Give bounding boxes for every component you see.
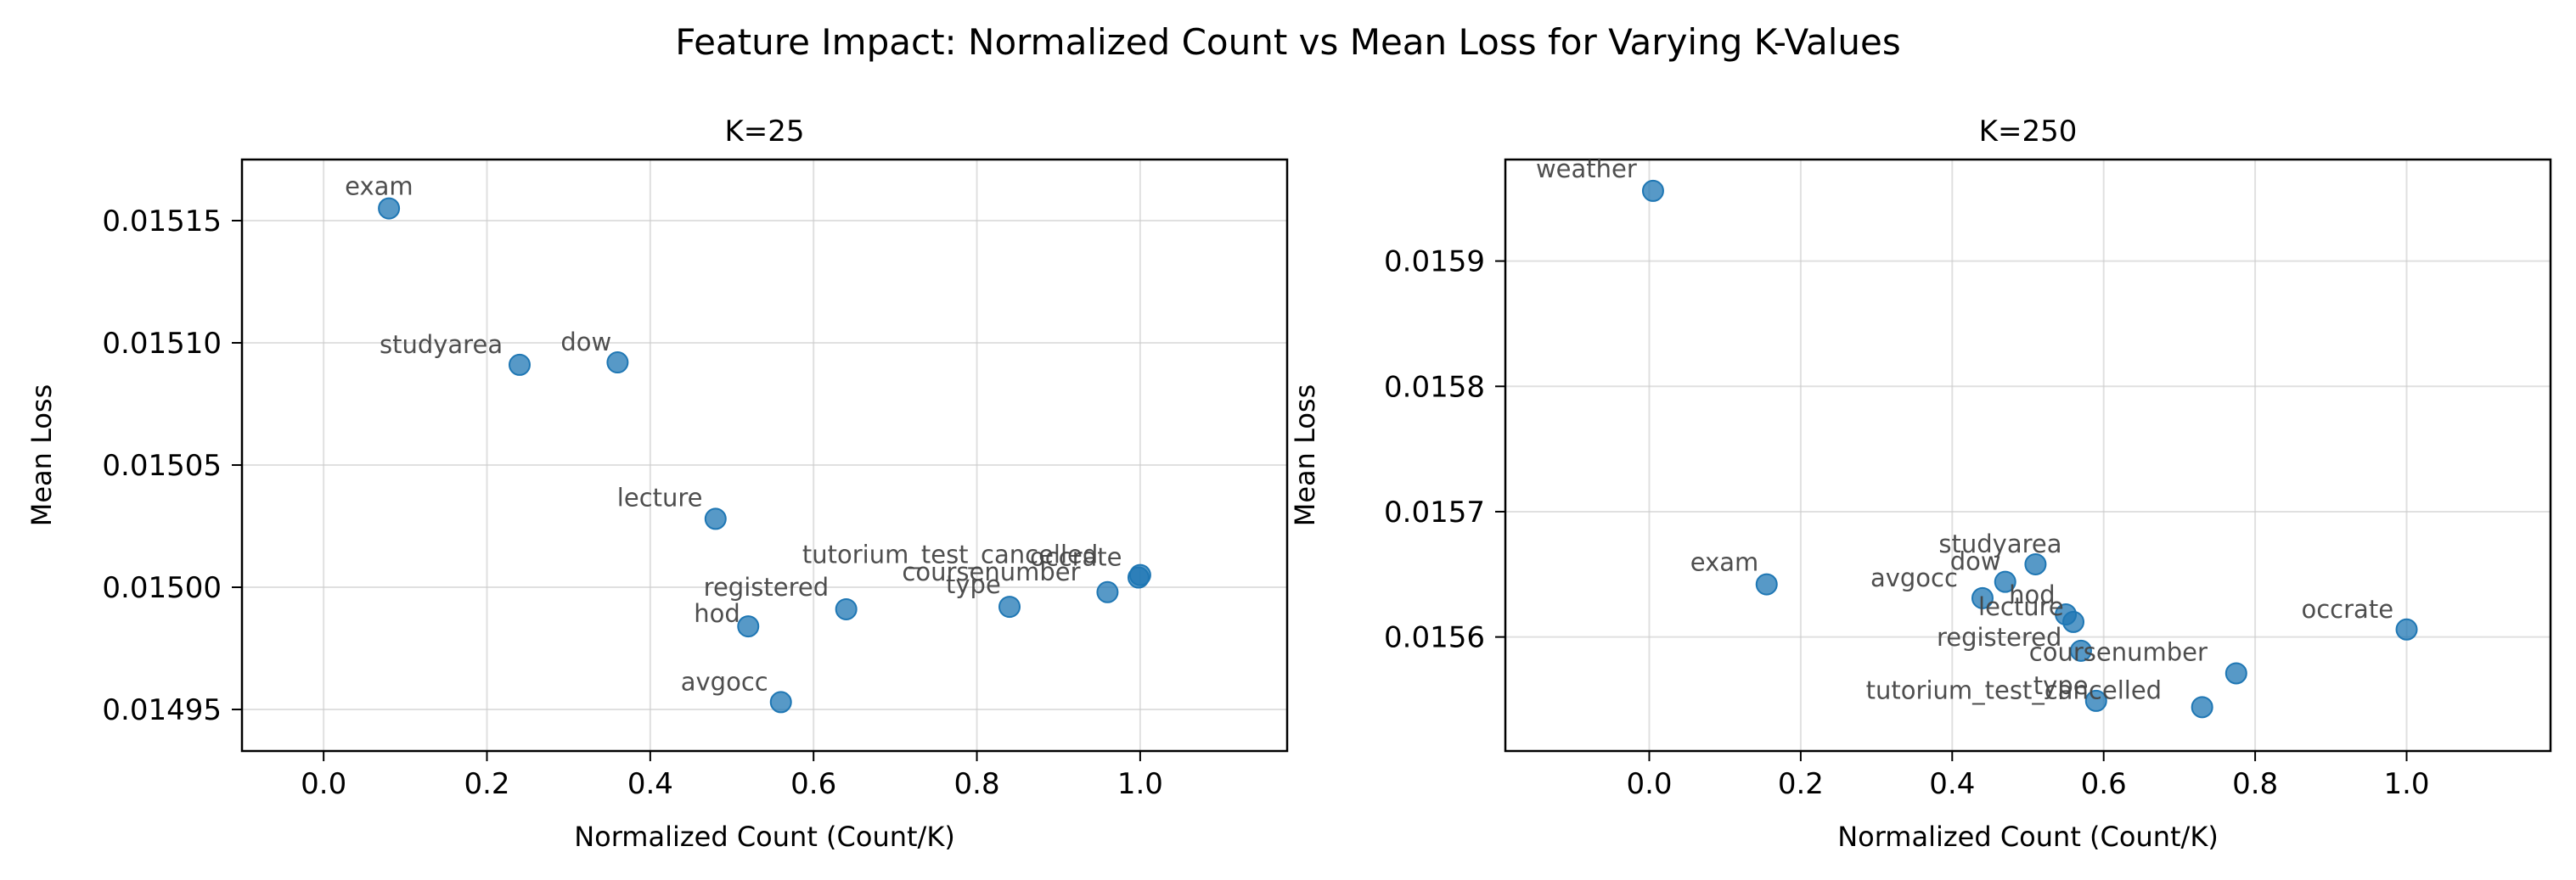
y-tick-label: 0.01495 xyxy=(102,693,222,727)
axes-frame xyxy=(240,158,1289,753)
figure-title: Feature Impact: Normalized Count vs Mean… xyxy=(675,21,1901,63)
x-tick-label: 0.6 xyxy=(2081,767,2127,801)
y-tick-label: 0.01505 xyxy=(102,449,222,483)
data-point xyxy=(2024,552,2047,575)
data-point xyxy=(1755,573,1778,596)
point-label: exam xyxy=(345,172,413,201)
data-point xyxy=(2069,639,2092,662)
point-label: registered xyxy=(1937,623,2061,652)
data-point xyxy=(998,596,1021,619)
point-label: avgocc xyxy=(1870,563,1958,592)
data-point xyxy=(737,615,760,638)
point-label: type xyxy=(2033,671,2089,700)
point-label: registered xyxy=(704,573,829,602)
y-tick-label: 0.0157 xyxy=(1384,496,1485,530)
y-tick-label: 0.0158 xyxy=(1384,370,1485,404)
point-label: occrate xyxy=(2302,595,2394,624)
data-point xyxy=(2084,689,2107,712)
x-tick-label: 0.4 xyxy=(627,767,673,801)
point-label: lecture xyxy=(617,483,703,512)
y-tick-label: 0.01515 xyxy=(102,205,222,238)
data-point xyxy=(1971,586,1994,609)
x-tick-label: 0.2 xyxy=(1778,767,1824,801)
data-point xyxy=(835,597,858,620)
data-point xyxy=(2224,662,2247,685)
point-label: type xyxy=(946,570,1001,599)
point-label: weather xyxy=(1536,154,1637,183)
x-tick-label: 0.0 xyxy=(1626,767,1672,801)
x-axis-label: Normalized Count (Count/K) xyxy=(1837,821,2219,853)
axes-frame xyxy=(1504,158,2552,753)
data-point xyxy=(1641,179,1664,202)
panel-title: K=25 xyxy=(724,115,804,149)
data-point xyxy=(1096,580,1119,603)
y-tick-label: 0.01500 xyxy=(102,571,222,605)
point-label: hod xyxy=(694,599,740,628)
y-tick-label: 0.0156 xyxy=(1384,621,1485,655)
point-label: studyarea xyxy=(1938,530,2061,558)
data-point xyxy=(1127,566,1150,589)
point-label: studyarea xyxy=(380,330,503,359)
point-label: dow xyxy=(1950,547,2001,576)
panel-1: 0.0 0.2 0.4 0.6 0.8 1.0 0.01495 0.01500 0.01505 0… xyxy=(25,115,1289,853)
panel-2: 0.0 0.2 0.4 0.6 0.8 1.0 0.0156 0.0157 0.0158 0.01… xyxy=(1289,115,2552,853)
data-point xyxy=(704,507,727,530)
data-point xyxy=(378,197,401,220)
y-axis-label: Mean Loss xyxy=(25,384,58,527)
data-point xyxy=(2062,610,2085,633)
point-label: lecture xyxy=(1978,592,2064,621)
y-tick-label: 0.01510 xyxy=(102,327,222,361)
point-label: dow xyxy=(560,328,611,356)
point-label: coursenumber xyxy=(902,558,1080,586)
point-label: exam xyxy=(1690,548,1759,577)
data-point xyxy=(769,691,792,714)
x-tick-label: 0.2 xyxy=(464,767,509,801)
y-tick-label: 0.0159 xyxy=(1384,245,1485,279)
panel-title: K=250 xyxy=(1979,115,2078,149)
x-tick-label: 1.0 xyxy=(2383,767,2429,801)
point-label: tutorium_test_cancelled xyxy=(1866,675,2162,704)
y-axis-label: Mean Loss xyxy=(1289,384,1321,527)
point-label: tutorium_test_cancelled xyxy=(802,541,1098,569)
x-tick-label: 0.0 xyxy=(301,767,346,801)
data-point xyxy=(2191,696,2213,719)
point-label: occrate xyxy=(1030,543,1122,572)
x-tick-label: 0.8 xyxy=(954,767,1000,801)
point-label: coursenumber xyxy=(2029,637,2208,666)
data-point xyxy=(606,351,629,374)
data-point xyxy=(2395,618,2418,641)
x-tick-label: 1.0 xyxy=(1117,767,1163,801)
point-label: avgocc xyxy=(681,667,768,696)
data-point xyxy=(508,353,531,376)
data-point xyxy=(1994,570,2016,593)
x-tick-label: 0.6 xyxy=(790,767,836,801)
x-tick-label: 0.8 xyxy=(2232,767,2278,801)
point-label: hod xyxy=(2009,580,2056,609)
x-tick-label: 0.4 xyxy=(1929,767,1975,801)
x-axis-label: Normalized Count (Count/K) xyxy=(574,821,955,853)
